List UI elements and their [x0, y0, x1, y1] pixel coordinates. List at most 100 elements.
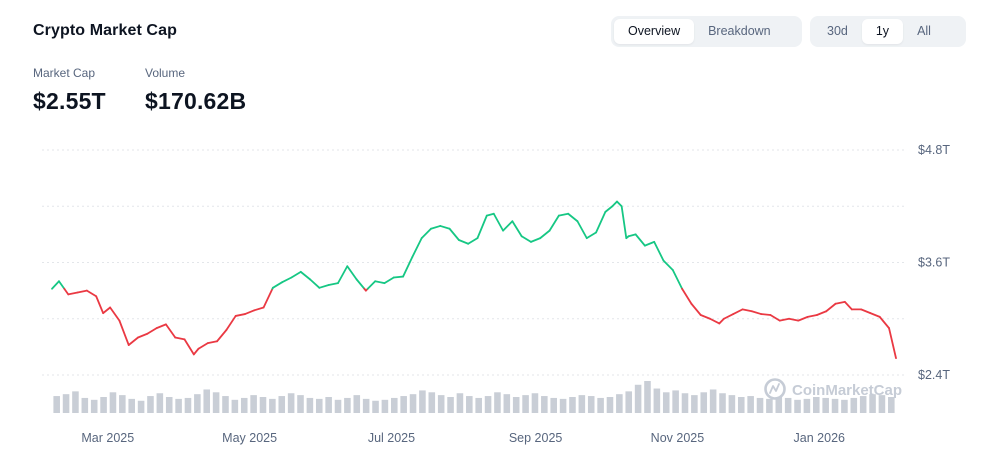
line-segment-up: [411, 237, 423, 258]
range-1y-button[interactable]: 1y: [861, 19, 904, 44]
tab-breakdown[interactable]: Breakdown: [708, 24, 771, 38]
line-segment-down: [778, 317, 790, 322]
line-segment-down: [816, 310, 828, 316]
line-segment-up: [290, 270, 302, 279]
line-segment-up: [430, 225, 442, 230]
volume-bars: [53, 381, 895, 413]
line-segment-down: [174, 336, 186, 341]
range-all-button[interactable]: All: [917, 24, 931, 38]
volume-bar: [869, 394, 876, 413]
volume-bar: [240, 397, 248, 413]
volume-bar: [794, 399, 801, 413]
coinmarketcap-logo-icon: [764, 378, 786, 400]
x-tick-label: Jan 2026: [794, 431, 845, 445]
line-segment-up: [51, 280, 60, 290]
volume-bar: [813, 397, 820, 413]
view-tabs: Overview Breakdown: [611, 16, 802, 47]
volume-bar: [278, 396, 286, 413]
line-segment-up: [467, 237, 479, 245]
volume-bar: [231, 399, 239, 413]
x-tick-label: Jul 2025: [368, 431, 415, 445]
line-segment-down: [878, 315, 890, 330]
volume-bar: [165, 397, 173, 413]
line-segment-up: [585, 231, 597, 240]
volume-bar: [691, 395, 698, 413]
line-segment-up: [476, 214, 488, 240]
volume-bar: [109, 392, 117, 413]
line-segment-up: [448, 227, 460, 241]
watermark: CoinMarketCap: [764, 378, 902, 400]
line-segment-up: [653, 240, 665, 262]
line-segment-up: [485, 212, 495, 217]
volume-bar: [325, 397, 332, 413]
line-segment-down: [825, 302, 837, 313]
line-segment-down: [797, 315, 809, 322]
line-segment-down: [750, 310, 763, 315]
line-segment-up: [457, 239, 470, 245]
line-segment-up: [299, 270, 311, 281]
volume-bar: [784, 397, 792, 413]
volume-bar: [597, 397, 604, 413]
line-segment-up: [281, 276, 293, 284]
line-segment-down: [127, 336, 139, 346]
line-segment-down: [709, 317, 721, 325]
volume-bar: [447, 397, 454, 413]
line-segment-down: [67, 291, 79, 296]
line-segment-down: [888, 327, 897, 360]
volume-bar: [559, 398, 567, 413]
volume-bar: [541, 396, 548, 413]
line-segment-up: [383, 276, 395, 285]
line-segment-up: [627, 233, 637, 238]
line-segment-up: [576, 220, 588, 240]
volume-bar: [175, 398, 182, 413]
volume-bar: [503, 394, 511, 413]
line-segment-down: [63, 287, 70, 296]
volume-label: Volume: [145, 66, 186, 80]
x-tick-label: Sep 2025: [509, 431, 563, 445]
volume-bar: [53, 396, 60, 413]
market-cap-label: Market Cap: [33, 66, 96, 80]
volume-bar: [203, 389, 211, 413]
line-segment-up: [346, 265, 358, 281]
line-segment-up: [567, 212, 579, 223]
line-segment-up: [530, 237, 542, 243]
volume-bar: [184, 397, 192, 413]
volume-bar: [250, 395, 257, 413]
line-segment-up: [309, 278, 321, 289]
volume-bar: [362, 398, 370, 413]
line-segment-up: [318, 284, 330, 289]
line-segment-up: [662, 259, 674, 271]
volume-bar: [212, 392, 220, 413]
volume-bar: [756, 397, 764, 413]
volume-bar: [156, 393, 164, 413]
volume-bar: [672, 390, 679, 413]
line-segment-up: [366, 280, 377, 290]
line-segment-up: [392, 275, 404, 279]
volume-bar: [522, 395, 529, 413]
line-segment-up: [520, 235, 532, 243]
line-segment-up: [420, 227, 432, 240]
volume-bar: [466, 396, 473, 413]
line-segment-up: [620, 205, 628, 240]
volume-bar: [353, 395, 361, 413]
line-segment-up: [634, 233, 646, 247]
line-segment-down: [253, 306, 265, 312]
volume-bar: [419, 390, 426, 413]
volume-bar: [550, 397, 557, 413]
tab-overview[interactable]: Overview: [614, 19, 695, 44]
volume-bar: [681, 393, 689, 413]
volume-bar: [484, 396, 492, 413]
range-30d-button[interactable]: 30d: [827, 24, 848, 38]
x-tick-label: Mar 2025: [81, 431, 134, 445]
x-tick-label: Nov 2025: [651, 431, 705, 445]
line-segment-up: [611, 200, 618, 208]
line-segment-down: [834, 300, 846, 305]
x-axis-labels: Mar 2025 May 2025 Jul 2025 Sep 2025 Nov 2025…: [81, 431, 845, 445]
grid-lines: [42, 149, 906, 376]
line-segment-down: [137, 332, 149, 339]
market-cap-value: $2.55T: [33, 88, 106, 114]
volume-bar: [381, 399, 389, 413]
